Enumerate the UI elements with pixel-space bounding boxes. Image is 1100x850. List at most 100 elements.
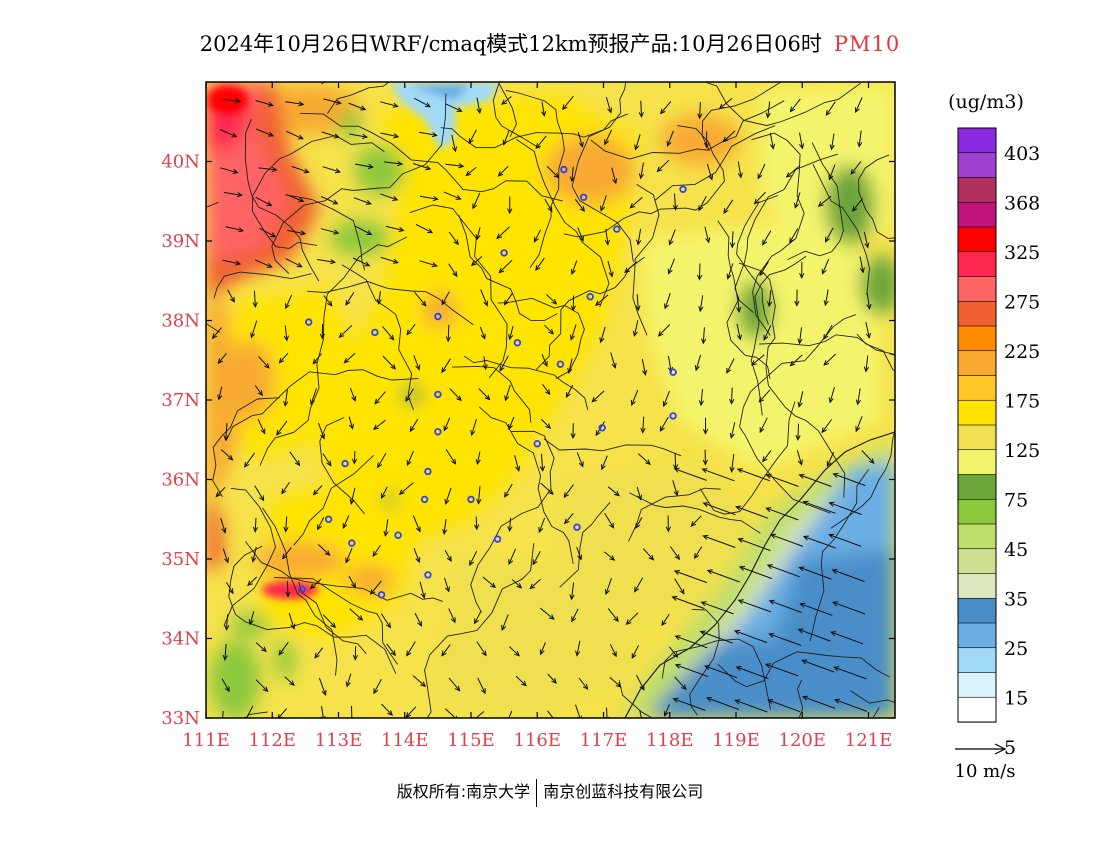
- wind-arrow: [723, 199, 734, 215]
- wind-arrow: [704, 226, 711, 244]
- colorbar-swatch: [957, 177, 997, 203]
- wind-arrow: [482, 576, 496, 589]
- wind-legend-arrowhead: [994, 743, 1007, 755]
- boundary-line: [717, 651, 890, 688]
- wind-arrow: [511, 579, 523, 589]
- wind-arrow: [738, 565, 773, 580]
- wind-arrow: [540, 418, 552, 430]
- wind-arrow: [353, 197, 372, 205]
- wind-arrow: [405, 388, 414, 402]
- wind-arrow: [258, 166, 278, 173]
- wind-arrow: [445, 103, 463, 112]
- wind-arrow: [576, 452, 584, 468]
- wind-arrow: [607, 486, 620, 497]
- wind-arrow: [865, 321, 871, 339]
- boundary-line: [750, 255, 807, 416]
- wind-arrow: [448, 263, 458, 278]
- boundary-line: [736, 195, 779, 325]
- lat-label: 36N: [161, 470, 200, 491]
- wind-arrow: [823, 289, 829, 307]
- city-marker: [324, 515, 333, 523]
- wind-arrow: [478, 388, 491, 401]
- wind-arrow: [468, 129, 477, 145]
- colorbar-unit: (ug/m3): [948, 91, 1024, 113]
- wind-arrow: [673, 570, 707, 584]
- wind-arrow: [832, 472, 866, 487]
- wind-arrow: [578, 677, 589, 690]
- colorbar-swatch: [957, 449, 997, 476]
- colorbar-label: 125: [1004, 440, 1040, 462]
- wind-arrow: [729, 453, 735, 473]
- wind-arrow: [373, 678, 382, 695]
- wind-arrow: [288, 612, 296, 630]
- wind-arrow: [698, 389, 705, 407]
- wind-arrow: [476, 485, 482, 505]
- wind-arrow: [639, 710, 642, 718]
- boundary-line: [251, 135, 385, 249]
- colorbar-swatch: [957, 523, 997, 550]
- wind-arrow: [219, 129, 238, 138]
- colorbar-swatch: [957, 672, 997, 698]
- wind-arrow: [220, 518, 227, 534]
- wind-arrow: [563, 484, 574, 499]
- wind-arrow: [737, 161, 743, 179]
- wind-arrow: [544, 198, 553, 213]
- boundary-line: [285, 194, 366, 271]
- boundary-line: [470, 430, 555, 613]
- wind-arrow: [372, 544, 381, 557]
- wind-arrow: [224, 614, 230, 631]
- wind-arrow: [278, 352, 289, 364]
- wind-arrow: [498, 259, 513, 274]
- wind-arrow: [445, 449, 457, 465]
- wind-arrow: [355, 163, 374, 169]
- wind-arrow: [539, 607, 555, 620]
- boundary-line: [223, 487, 276, 626]
- wind-arrow: [345, 673, 352, 688]
- city-marker: [613, 225, 621, 233]
- city-marker: [371, 328, 379, 337]
- wind-arrow: [283, 325, 289, 342]
- wind-arrow: [855, 388, 861, 406]
- wind-arrow: [657, 324, 671, 337]
- wind-arrow: [591, 390, 605, 403]
- city-marker: [305, 318, 313, 326]
- wind-arrow: [318, 422, 326, 440]
- boundary-line: [703, 82, 861, 127]
- wind-arrow: [605, 96, 613, 114]
- wind-arrow: [697, 102, 703, 120]
- boundary-line: [424, 543, 535, 718]
- wind-arrow: [441, 644, 451, 657]
- wind-arrow: [769, 533, 804, 547]
- colorbar-label: 35: [1004, 588, 1028, 610]
- wind-arrow: [797, 327, 803, 345]
- wind-arrow: [693, 546, 703, 560]
- wind-arrow: [413, 97, 432, 108]
- wind-arrow: [694, 354, 702, 372]
- wind-arrow: [317, 259, 337, 265]
- wind-arrow: [223, 191, 243, 198]
- boundary-line: [889, 353, 895, 356]
- wind-arrow: [764, 663, 799, 677]
- boundary-line: [758, 334, 895, 355]
- wind-arrow: [225, 581, 234, 595]
- wind-arrow: [285, 581, 291, 598]
- wind-arrow: [380, 486, 388, 500]
- wind-arrow: [634, 577, 644, 593]
- colorbar-label: 5: [1004, 737, 1016, 759]
- wind-arrow: [595, 421, 605, 437]
- boundary-line: [409, 204, 508, 379]
- boundary-line: [259, 236, 408, 466]
- wind-arrow: [445, 324, 451, 343]
- wind-arrow: [798, 566, 832, 580]
- wind-arrow: [663, 704, 670, 717]
- wind-arrow: [702, 502, 736, 516]
- title-pollutant: PM10: [833, 32, 901, 56]
- colorbar-swatch: [957, 696, 997, 723]
- wind-arrow: [825, 101, 836, 116]
- wind-arrow: [281, 547, 292, 560]
- wind-arrow: [672, 697, 706, 711]
- wind-arrow: [577, 227, 584, 242]
- colorbar-swatch: [957, 424, 997, 451]
- wind-arrow: [826, 451, 835, 467]
- wind-arrow: [247, 576, 258, 587]
